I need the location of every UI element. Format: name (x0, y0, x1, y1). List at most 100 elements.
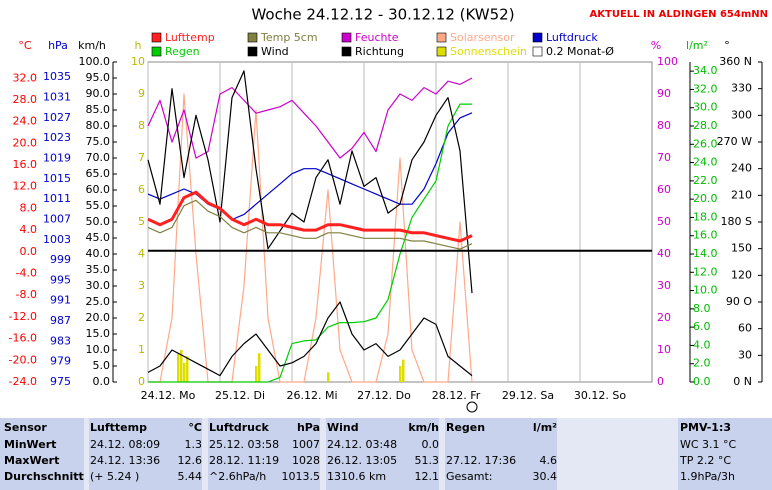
sunshine-bar (186, 356, 189, 382)
table-header: Sensor (4, 421, 47, 434)
y-tick-label: 1031 (43, 91, 71, 104)
y-tick-label: 0 N (733, 375, 752, 388)
y-tick-label: 6.0 (693, 320, 711, 333)
legend-swatch (247, 46, 258, 57)
table-unit: °C (188, 421, 202, 434)
axis-title: ° (724, 39, 730, 52)
y-tick-label: 999 (50, 253, 71, 266)
y-tick-label: 4 (138, 247, 145, 260)
y-tick-label: 30.0 (693, 101, 718, 114)
sunshine-bar (255, 366, 258, 382)
axis-title: % (651, 39, 661, 52)
series-line (147, 70, 473, 294)
y-tick-label: 35.0 (86, 263, 111, 276)
y-tick-label: 6 (138, 183, 145, 196)
y-tick-label: -24.0 (9, 375, 37, 388)
series-line (147, 301, 473, 377)
y-tick-label: 987 (50, 314, 71, 327)
y-tick-label: 60 (657, 183, 671, 196)
y-tick-label: 7 (138, 151, 145, 164)
y-tick-label: 90.0 (86, 87, 111, 100)
x-tick-label: 27.12. Do (357, 389, 411, 402)
legend-swatch (436, 32, 447, 43)
table-header: Regen (446, 421, 485, 434)
table-cell: 0.0 (422, 438, 440, 451)
table-cell: 51.3 (415, 454, 440, 467)
axis-title: hPa (48, 39, 68, 52)
table-header: PMV-1:3 (680, 421, 731, 434)
table-cell: 1007 (292, 438, 320, 451)
y-tick-label: -12.0 (9, 310, 37, 323)
y-tick-label: 975 (50, 375, 71, 388)
table-cell: 12.1 (415, 470, 440, 483)
y-tick-label: 210 (731, 188, 752, 201)
plot: 24.12. Mo 25.12. Di 26.12. Mi 27.12. Do 28.1… (9, 31, 763, 402)
table-unit: l/m² (533, 421, 557, 434)
table-cell: Durchschnitt (4, 470, 84, 483)
legend-label: Lufttemp (165, 31, 215, 44)
stats-table: Sensor MinWert MaxWert Durchschnitt Lufttemp… (4, 418, 737, 490)
x-tick-label: 29.12. Sa (502, 389, 554, 402)
legend-label: Temp 5cm (260, 31, 318, 44)
y-tick-label: 1019 (43, 152, 71, 165)
y-tick-label: 60.0 (86, 183, 111, 196)
legend-label: Solarsensor (450, 31, 515, 44)
y-tick-label: -16.0 (9, 332, 37, 345)
y-tick-label: 2 (138, 311, 145, 324)
y-tick-label: 80 (657, 119, 671, 132)
table-cell: MaxWert (4, 454, 59, 467)
station-label: AKTUELL IN ALDINGEN 654mNN (590, 9, 768, 20)
y-tick-label: 30.0 (86, 279, 111, 292)
table-cell: TP 2.2 °C (679, 454, 731, 467)
y-tick-label: 55.0 (86, 199, 111, 212)
sunshine-bar (180, 350, 183, 382)
table-cell: 24.12. 03:48 (327, 438, 397, 451)
sunshine-bar (258, 353, 261, 382)
y-tick-label: 0.0 (693, 375, 711, 388)
table-cell: 4.6 (540, 454, 558, 467)
y-tick-label: 15.0 (86, 327, 111, 340)
plot-area (147, 61, 653, 383)
y-tick-label: 1023 (43, 131, 71, 144)
y-tick-label: 34.0 (693, 64, 718, 77)
y-tick-label: 2.0 (693, 357, 711, 370)
table-separator (557, 418, 678, 490)
y-tick-label: 100 (657, 55, 678, 68)
y-tick-label: 10 (131, 55, 145, 68)
legend-label: Luftdruck (546, 31, 598, 44)
y-tick-label: 60 (738, 322, 752, 335)
series-line (147, 190, 473, 243)
y-tick-label: 30 (657, 279, 671, 292)
y-tick-label: 20 (657, 311, 671, 324)
table-cell: 12.6 (178, 454, 203, 467)
y-tick-label: 75.0 (86, 135, 111, 148)
y-tick-label: 4.0 (693, 338, 711, 351)
y-tick-label: 22.0 (693, 174, 718, 187)
x-tick-label: 28.12. Fr (432, 389, 481, 402)
y-tick-label: 16.0 (13, 158, 38, 171)
y-tick-label: 8 (138, 119, 145, 132)
sunshine-bar (399, 366, 402, 382)
y-tick-label: 20.0 (693, 192, 718, 205)
y-tick-label: 8.0 (693, 302, 711, 315)
legend-label: Wind (261, 45, 289, 58)
legend-label: Regen (165, 45, 200, 58)
axis-title: °C (18, 39, 32, 52)
legend-label: Feuchte (355, 31, 399, 44)
legend-swatch (532, 32, 543, 43)
y-tick-label: 16.0 (693, 229, 718, 242)
y-tick-label: 1027 (43, 111, 71, 124)
x-tick-label: 30.12. So (574, 389, 626, 402)
table-cell: 1013.5 (282, 470, 321, 483)
legend-swatch (341, 46, 352, 57)
y-tick-label: 360 N (719, 55, 752, 68)
y-tick-label: 1035 (43, 70, 71, 83)
y-tick-label: 9 (138, 87, 145, 100)
table-header: Lufttemp (90, 421, 147, 434)
y-tick-label: 24.0 (13, 115, 38, 128)
sunshine-bar (327, 372, 330, 382)
y-tick-label: 20.0 (13, 136, 38, 149)
y-tick-label: 50 (657, 215, 671, 228)
table-cell: 24.12. 08:09 (90, 438, 160, 451)
